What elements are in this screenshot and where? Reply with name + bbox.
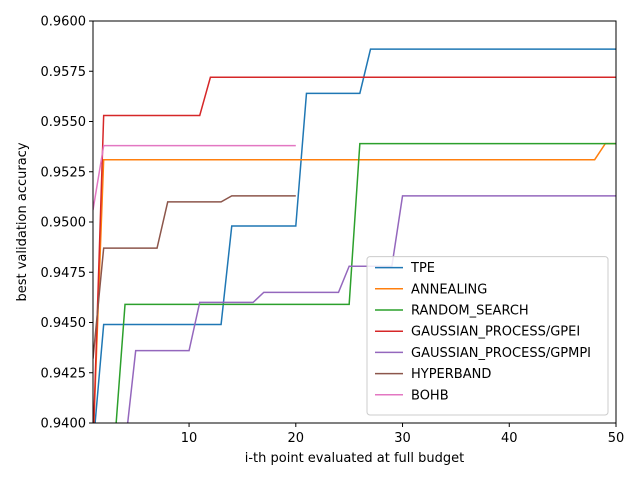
series-line-5 <box>93 195 296 359</box>
x-tick-label: 30 <box>394 431 411 446</box>
series-line-3 <box>93 76 616 423</box>
x-axis-ticks: 10 20 30 40 50 <box>181 423 624 446</box>
y-tick-label: 0.9525 <box>41 165 87 180</box>
legend: TPE ANNEALING RANDOM_SEARCH GAUSSIAN_PROCES… <box>366 256 609 416</box>
series-line-4 <box>126 195 616 423</box>
legend-box <box>366 256 609 416</box>
y-tick-label: 0.9475 <box>41 266 87 281</box>
series-line-2 <box>115 142 616 423</box>
y-tick-label: 0.9400 <box>41 417 87 432</box>
legend-label-4: GAUSSIAN_PROCESS/GPMPI <box>411 346 591 361</box>
legend-label-0: TPE <box>410 261 435 276</box>
legend-label-6: BOHB <box>411 388 449 403</box>
legend-label-3: GAUSSIAN_PROCESS/GPEI <box>411 325 580 340</box>
y-tick-label: 0.9425 <box>41 366 87 381</box>
x-tick-label: 40 <box>501 431 518 446</box>
x-tick-label: 20 <box>288 431 305 446</box>
legend-label-2: RANDOM_SEARCH <box>411 304 529 319</box>
series-layer <box>93 48 616 423</box>
x-tick-label: 10 <box>181 431 198 446</box>
y-axis-ticks: 0.9400 0.9425 0.9450 0.9475 0.9500 0.9525 0.95… <box>41 15 93 432</box>
series-line-0 <box>94 48 616 423</box>
y-tick-label: 0.9450 <box>41 316 87 331</box>
y-tick-label: 0.9600 <box>41 15 87 30</box>
y-tick-label: 0.9575 <box>41 65 87 80</box>
series-line-6 <box>93 144 296 211</box>
y-tick-label: 0.9500 <box>41 216 87 231</box>
legend-label-5: HYPERBAND <box>411 367 491 382</box>
x-tick-label: 50 <box>608 431 625 446</box>
x-axis-label: i-th point evaluated at full budget <box>245 451 464 466</box>
y-axis-label: best validation accuracy <box>15 142 30 301</box>
y-tick-label: 0.9550 <box>41 115 87 130</box>
legend-label-1: ANNEALING <box>411 282 487 297</box>
